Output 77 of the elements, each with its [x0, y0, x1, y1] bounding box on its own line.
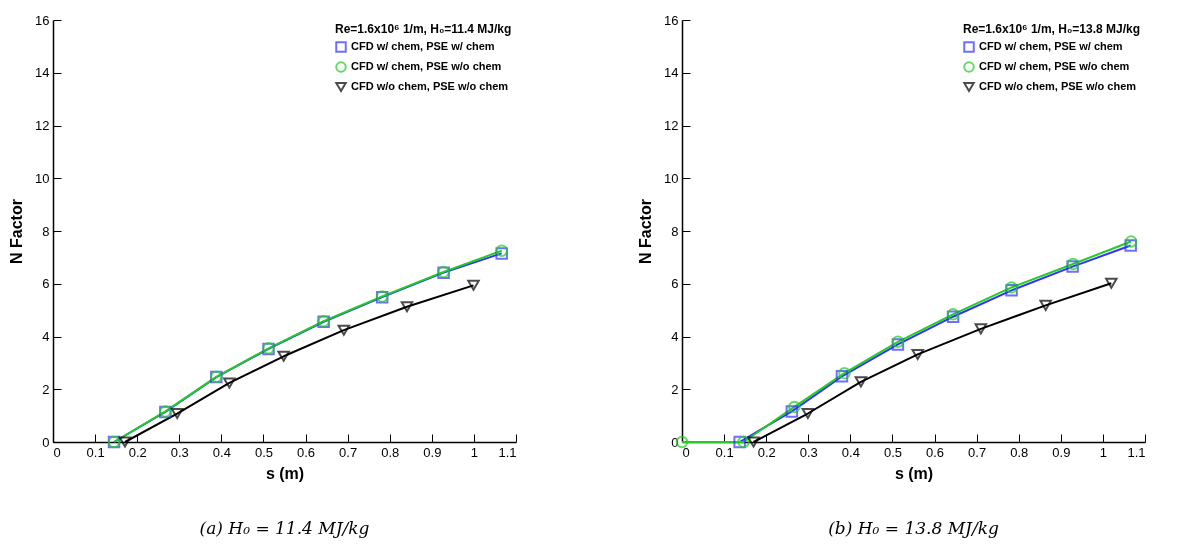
- legend-label: CFD w/ chem, PSE w/ chem: [979, 40, 1123, 52]
- y-tick-label: 2: [42, 381, 50, 397]
- y-tick-label: 4: [671, 329, 679, 344]
- point: [835, 370, 849, 383]
- legend-label: CFD w/o chem, PSE w/o chem: [979, 80, 1137, 92]
- y-tick-label: 6: [42, 276, 50, 292]
- x-tick-label: 0.5: [883, 444, 902, 460]
- x-tick-label: 0.8: [381, 444, 400, 460]
- point: [785, 405, 799, 418]
- x-tick-label: 0.3: [170, 444, 189, 460]
- point: [974, 323, 988, 335]
- y-tick-label: 8: [42, 223, 50, 239]
- x-tick-label: 1.1: [498, 444, 517, 460]
- y-tick-label: 14: [35, 65, 50, 81]
- y-axis-title: N Factor: [8, 199, 26, 264]
- point: [801, 407, 815, 420]
- x-tick-label: 0.1: [86, 444, 105, 460]
- point: [1039, 299, 1052, 311]
- point: [788, 400, 801, 414]
- x-tick-label: 0.7: [968, 444, 987, 460]
- point: [733, 435, 746, 449]
- x-tick-label: 0.6: [297, 444, 316, 460]
- y-axis-title: N Factor: [637, 199, 655, 264]
- point: [337, 324, 351, 336]
- x-tick-label: 0.1: [715, 444, 734, 460]
- legend-title: Re=1.6x10⁶ 1/m, H₀=13.8 MJ/kg: [963, 22, 1141, 36]
- x-tick-label: 1: [1099, 444, 1108, 460]
- x-tick-label: 0.4: [212, 444, 231, 460]
- point: [170, 407, 184, 420]
- x-tick-label: 0.3: [799, 444, 818, 460]
- point: [838, 366, 851, 380]
- legend-label: CFD w/ chem, PSE w/o chem: [979, 60, 1130, 72]
- x-tick-label: 1: [470, 444, 479, 460]
- x-tick-label: 0.9: [1052, 444, 1071, 460]
- x-tick-label: 0.8: [1010, 444, 1029, 460]
- x-tick-label: 0.6: [926, 444, 945, 460]
- x-axis-title: s (m): [894, 464, 934, 482]
- y-tick-label: 14: [664, 65, 679, 81]
- y-tick-label: 2: [671, 381, 679, 397]
- y-tick-label: 16: [664, 12, 679, 28]
- x-tick-label: 0.7: [339, 444, 358, 460]
- legend-label: CFD w/ chem, PSE w/o chem: [351, 60, 502, 72]
- y-tick-label: 4: [42, 329, 50, 344]
- x-tick-label: 0.9: [423, 444, 442, 460]
- point: [223, 377, 236, 389]
- y-tick-label: 0: [42, 434, 50, 450]
- x-tick-label: 1.1: [1127, 444, 1146, 460]
- point: [118, 436, 132, 448]
- x-tick-label: 0.2: [757, 444, 776, 460]
- point: [277, 350, 290, 362]
- point: [1124, 235, 1138, 248]
- x-tick-label: 0.2: [128, 444, 147, 460]
- x-tick-label: 0: [682, 444, 690, 460]
- point: [854, 376, 868, 388]
- legend-title: Re=1.6x10⁶ 1/m, H₀=11.4 MJ/kg: [335, 22, 512, 36]
- y-tick-label: 12: [664, 118, 679, 133]
- legend-label: CFD w/o chem, PSE w/o chem: [351, 80, 509, 92]
- x-axis-title: s (m): [265, 464, 305, 482]
- point: [1124, 239, 1137, 252]
- y-tick-label: 10: [664, 170, 679, 186]
- x-tick-label: 0: [53, 444, 61, 460]
- text: (b) H₀ = 13.8 MJ/kg: [828, 518, 999, 538]
- point: [1105, 277, 1118, 289]
- legend-label: CFD w/ chem, PSE w/ chem: [351, 40, 495, 52]
- y-tick-label: 8: [671, 223, 679, 239]
- point: [467, 279, 480, 291]
- point: [747, 436, 760, 448]
- y-tick-label: 12: [35, 118, 50, 133]
- point: [911, 348, 924, 360]
- point: [737, 435, 750, 449]
- y-tick-label: 10: [35, 170, 50, 186]
- y-tick-label: 6: [671, 276, 679, 292]
- point: [400, 301, 414, 313]
- text: (a) H₀ = 11.4 MJ/kg: [199, 518, 370, 538]
- y-tick-label: 16: [35, 12, 50, 28]
- x-tick-label: 0.5: [254, 444, 273, 460]
- x-tick-label: 0.4: [841, 444, 860, 460]
